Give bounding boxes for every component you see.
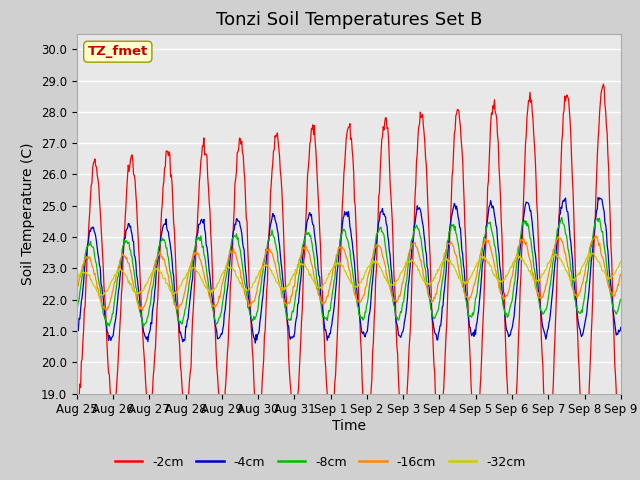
-32cm (416, 270, 424, 276)
-16cm (223, 260, 231, 265)
-16cm (139, 308, 147, 313)
Line: -32cm: -32cm (77, 253, 621, 295)
-2cm (194, 209, 202, 215)
-2cm (415, 124, 422, 130)
-16cm (431, 291, 439, 297)
-8cm (558, 215, 566, 220)
X-axis label: Time: Time (332, 419, 366, 433)
Line: -8cm: -8cm (77, 217, 621, 327)
-2cm (139, 328, 147, 334)
-8cm (195, 235, 202, 240)
Text: TZ_fmet: TZ_fmet (88, 45, 148, 58)
-2cm (73, 394, 81, 400)
-32cm (195, 270, 202, 276)
-32cm (617, 259, 625, 264)
-4cm (194, 229, 202, 235)
-2cm (580, 446, 588, 452)
-8cm (83, 244, 90, 250)
-4cm (416, 205, 424, 211)
Y-axis label: Soil Temperature (C): Soil Temperature (C) (21, 143, 35, 285)
-16cm (73, 288, 81, 294)
-32cm (588, 250, 595, 256)
-2cm (223, 366, 230, 372)
Line: -4cm: -4cm (77, 198, 621, 343)
Legend: -2cm, -4cm, -8cm, -16cm, -32cm: -2cm, -4cm, -8cm, -16cm, -32cm (109, 451, 531, 474)
Line: -2cm: -2cm (77, 84, 621, 449)
-32cm (73, 277, 81, 283)
-8cm (139, 320, 147, 325)
-4cm (431, 331, 439, 337)
-32cm (98, 292, 106, 298)
Line: -16cm: -16cm (77, 236, 621, 311)
-16cm (593, 233, 600, 239)
-2cm (600, 81, 607, 87)
-16cm (416, 254, 424, 260)
-4cm (223, 292, 230, 298)
-4cm (73, 333, 81, 338)
-8cm (140, 324, 147, 330)
-2cm (617, 444, 625, 450)
-8cm (223, 267, 231, 273)
-32cm (140, 287, 147, 293)
-16cm (195, 251, 202, 257)
-4cm (617, 324, 625, 330)
-2cm (83, 266, 90, 272)
-32cm (83, 270, 90, 276)
-32cm (431, 272, 439, 278)
-8cm (431, 313, 439, 319)
-4cm (139, 321, 147, 326)
-8cm (617, 296, 625, 302)
-4cm (252, 340, 259, 346)
-16cm (83, 254, 90, 260)
-16cm (140, 304, 147, 310)
-8cm (416, 230, 424, 236)
Title: Tonzi Soil Temperatures Set B: Tonzi Soil Temperatures Set B (216, 11, 482, 29)
-2cm (431, 370, 438, 375)
-16cm (617, 272, 625, 277)
-8cm (73, 305, 81, 311)
-32cm (223, 264, 231, 270)
-4cm (595, 195, 602, 201)
-4cm (83, 252, 90, 257)
